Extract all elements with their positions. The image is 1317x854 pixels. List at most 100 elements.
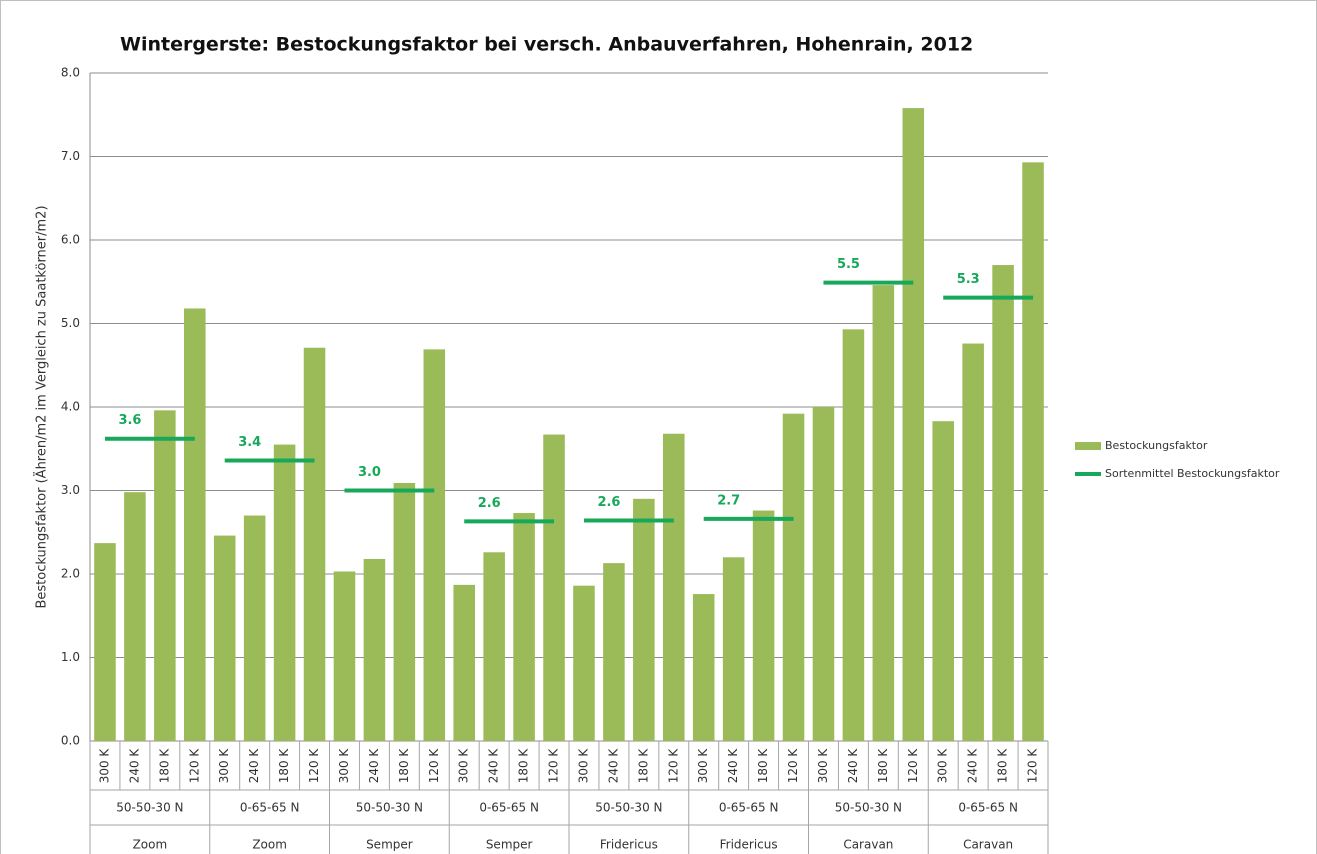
- bar: [184, 308, 206, 741]
- bar: [752, 510, 775, 741]
- bar: [273, 444, 296, 741]
- variety-label: Semper: [366, 838, 413, 852]
- bar: [962, 343, 984, 741]
- bar: [124, 492, 146, 741]
- bar: [333, 571, 356, 741]
- group-label: 50-50-30 N: [595, 801, 662, 815]
- x-tick-label: 300 K: [576, 748, 590, 784]
- bar: [543, 434, 565, 741]
- bar: [633, 498, 655, 741]
- bar: [603, 563, 625, 741]
- x-tick-label: 180 K: [996, 748, 1010, 784]
- bar: [393, 482, 416, 741]
- bar: [94, 543, 116, 741]
- bar: [423, 349, 446, 741]
- group-label: 0-65-65 N: [958, 801, 1018, 815]
- bar: [932, 421, 954, 741]
- x-tick-label: 180 K: [517, 748, 531, 784]
- bar: [663, 433, 685, 741]
- bar: [992, 265, 1014, 741]
- variety-label: Zoom: [133, 838, 168, 852]
- mean-label: 3.0: [358, 465, 381, 480]
- x-tick-label: 120 K: [786, 748, 800, 784]
- x-tick-label: 240 K: [606, 748, 620, 784]
- y-tick-label: 3.0: [61, 483, 80, 497]
- bar: [363, 558, 386, 741]
- variety-label: Fridericus: [720, 838, 778, 852]
- x-tick-label: 300 K: [337, 748, 351, 784]
- bar: [902, 108, 925, 741]
- legend-label: Sortenmittel Bestockungsfaktor: [1105, 467, 1280, 480]
- x-tick-label: 120 K: [307, 748, 321, 784]
- bar: [213, 535, 236, 741]
- bar: [513, 513, 535, 741]
- mean-label: 2.6: [478, 496, 501, 511]
- bar: [453, 584, 475, 741]
- x-tick-label: 240 K: [966, 748, 980, 784]
- y-tick-label: 8.0: [61, 66, 80, 80]
- x-tick-label: 240 K: [726, 748, 740, 784]
- bar: [842, 329, 865, 741]
- x-tick-label: 300 K: [816, 748, 830, 784]
- x-tick-label: 120 K: [427, 748, 441, 784]
- mean-label: 2.6: [597, 495, 620, 510]
- y-tick-label: 2.0: [61, 567, 80, 581]
- group-label: 50-50-30 N: [835, 801, 902, 815]
- y-tick-label: 4.0: [61, 400, 80, 414]
- group-label: 50-50-30 N: [356, 801, 423, 815]
- group-label: 0-65-65 N: [240, 801, 300, 815]
- bar: [483, 552, 505, 741]
- y-tick-label: 6.0: [61, 233, 80, 247]
- x-tick-label: 180 K: [756, 748, 770, 784]
- y-tick-label: 0.0: [61, 734, 80, 748]
- legend-label: Bestockungsfaktor: [1105, 439, 1208, 452]
- mean-label: 5.3: [957, 272, 980, 287]
- x-tick-label: 180 K: [277, 748, 291, 784]
- mean-label: 2.7: [717, 493, 740, 508]
- x-tick-label: 180 K: [636, 748, 650, 784]
- legend-swatch: [1075, 442, 1101, 450]
- variety-label: Caravan: [963, 838, 1013, 852]
- x-tick-label: 240 K: [367, 748, 381, 784]
- bar: [1022, 162, 1044, 742]
- y-tick-label: 5.0: [61, 316, 80, 330]
- x-tick-label: 300 K: [696, 748, 710, 784]
- x-tick-label: 120 K: [906, 748, 920, 784]
- group-label: 0-65-65 N: [479, 801, 539, 815]
- x-tick-label: 240 K: [247, 748, 261, 784]
- bar: [782, 413, 805, 741]
- bar: [154, 410, 176, 741]
- mean-label: 3.4: [238, 435, 261, 450]
- bar: [872, 285, 895, 741]
- variety-label: Caravan: [843, 838, 893, 852]
- group-label: 50-50-30 N: [116, 801, 183, 815]
- x-tick-label: 120 K: [666, 748, 680, 784]
- x-tick-label: 180 K: [876, 748, 890, 784]
- x-tick-label: 240 K: [846, 748, 860, 784]
- variety-label: Fridericus: [600, 838, 658, 852]
- x-tick-label: 180 K: [157, 748, 171, 784]
- mean-label: 3.6: [118, 413, 141, 428]
- x-tick-label: 120 K: [187, 748, 201, 784]
- variety-label: Zoom: [252, 838, 287, 852]
- y-tick-label: 7.0: [61, 149, 80, 163]
- x-tick-label: 120 K: [1026, 748, 1040, 784]
- bar: [243, 515, 266, 741]
- bar: [692, 594, 715, 741]
- bar: [722, 557, 745, 741]
- x-tick-label: 300 K: [457, 748, 471, 784]
- x-tick-label: 300 K: [97, 748, 111, 784]
- chart-title: Wintergerste: Bestockungsfaktor bei vers…: [120, 34, 973, 56]
- bar: [573, 585, 595, 741]
- x-tick-label: 300 K: [217, 748, 231, 784]
- y-axis-label: Bestockungsfaktor (Ähren/m2 im Vergleich…: [34, 205, 50, 608]
- x-tick-label: 240 K: [487, 748, 501, 784]
- x-tick-label: 120 K: [547, 748, 561, 784]
- bar: [812, 407, 835, 741]
- mean-label: 5.5: [837, 257, 860, 272]
- variety-label: Semper: [486, 838, 533, 852]
- bar: [303, 347, 326, 741]
- x-tick-label: 180 K: [397, 748, 411, 784]
- y-tick-label: 1.0: [61, 650, 80, 664]
